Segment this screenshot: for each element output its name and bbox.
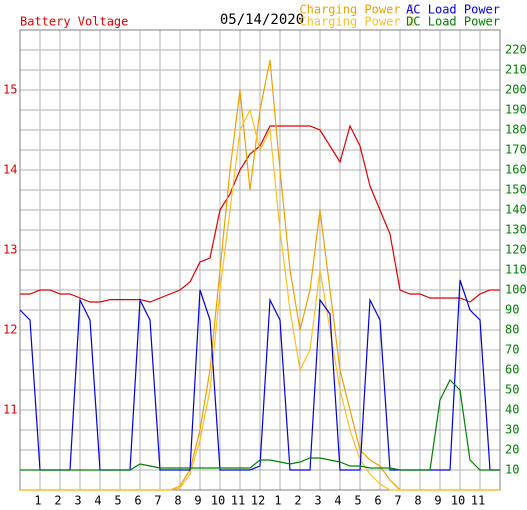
y2-tick-label: 100 bbox=[505, 283, 527, 297]
y2-tick-label: 120 bbox=[505, 243, 527, 257]
y2-tick-label: 40 bbox=[505, 403, 519, 417]
x-tick-label: 9 bbox=[434, 494, 441, 508]
y2-tick-label: 90 bbox=[505, 303, 519, 317]
x-tick-label: 1 bbox=[34, 494, 41, 508]
y2-tick-label: 130 bbox=[505, 223, 527, 237]
y-tick-label: 15 bbox=[3, 83, 17, 97]
x-tick-label: 7 bbox=[394, 494, 401, 508]
y2-tick-label: 30 bbox=[505, 423, 519, 437]
series-line bbox=[20, 108, 500, 491]
y2-tick-label: 150 bbox=[505, 183, 527, 197]
x-tick-label: 2 bbox=[294, 494, 301, 508]
x-tick-label: 12 bbox=[251, 494, 265, 508]
y2-tick-label: 110 bbox=[505, 263, 527, 277]
x-tick-label: 8 bbox=[174, 494, 181, 508]
y2-tick-label: 80 bbox=[505, 323, 519, 337]
y2-tick-label: 170 bbox=[505, 143, 527, 157]
x-tick-label: 4 bbox=[94, 494, 101, 508]
legend-entry: Battery Voltage bbox=[20, 15, 128, 29]
y2-tick-label: 140 bbox=[505, 203, 527, 217]
x-tick-label: 10 bbox=[211, 494, 225, 508]
y2-tick-label: 20 bbox=[505, 443, 519, 457]
x-tick-label: 2 bbox=[54, 494, 61, 508]
x-tick-label: 10 bbox=[451, 494, 465, 508]
legend-entry: AC Load Power bbox=[406, 3, 500, 17]
legend-entry: Charging Power 2 bbox=[299, 15, 415, 29]
y2-tick-label: 200 bbox=[505, 83, 527, 97]
y2-tick-label: 160 bbox=[505, 163, 527, 177]
y-tick-label: 14 bbox=[3, 163, 17, 177]
x-tick-label: 4 bbox=[334, 494, 341, 508]
x-tick-label: 1 bbox=[274, 494, 281, 508]
chart-title: 05/14/2020 bbox=[220, 12, 304, 28]
y-tick-label: 11 bbox=[3, 403, 17, 417]
x-tick-label: 8 bbox=[414, 494, 421, 508]
series-line bbox=[20, 124, 500, 303]
y2-tick-label: 70 bbox=[505, 343, 519, 357]
x-tick-label: 6 bbox=[134, 494, 141, 508]
legend-entry: Charging Power 1 bbox=[299, 3, 415, 17]
y2-tick-label: 190 bbox=[505, 103, 527, 117]
plot-frame bbox=[19, 29, 501, 491]
y2-tick-label: 50 bbox=[505, 383, 519, 397]
x-tick-label: 5 bbox=[354, 494, 361, 508]
legend-entry: DC Load Power bbox=[406, 15, 500, 29]
y2-tick-label: 180 bbox=[505, 123, 527, 137]
x-tick-label: 6 bbox=[374, 494, 381, 508]
y2-tick-label: 220 bbox=[505, 43, 527, 57]
x-tick-label: 7 bbox=[154, 494, 161, 508]
y-tick-label: 13 bbox=[3, 243, 17, 257]
y2-tick-label: 60 bbox=[505, 363, 519, 377]
x-tick-label: 3 bbox=[314, 494, 321, 508]
x-tick-label: 11 bbox=[471, 494, 485, 508]
x-tick-label: 3 bbox=[74, 494, 81, 508]
x-tick-label: 11 bbox=[231, 494, 245, 508]
series-line bbox=[20, 378, 500, 471]
y2-tick-label: 10 bbox=[505, 463, 519, 477]
x-tick-label: 9 bbox=[194, 494, 201, 508]
y-tick-label: 12 bbox=[3, 323, 17, 337]
y2-tick-label: 210 bbox=[505, 63, 527, 77]
x-tick-label: 5 bbox=[114, 494, 121, 508]
